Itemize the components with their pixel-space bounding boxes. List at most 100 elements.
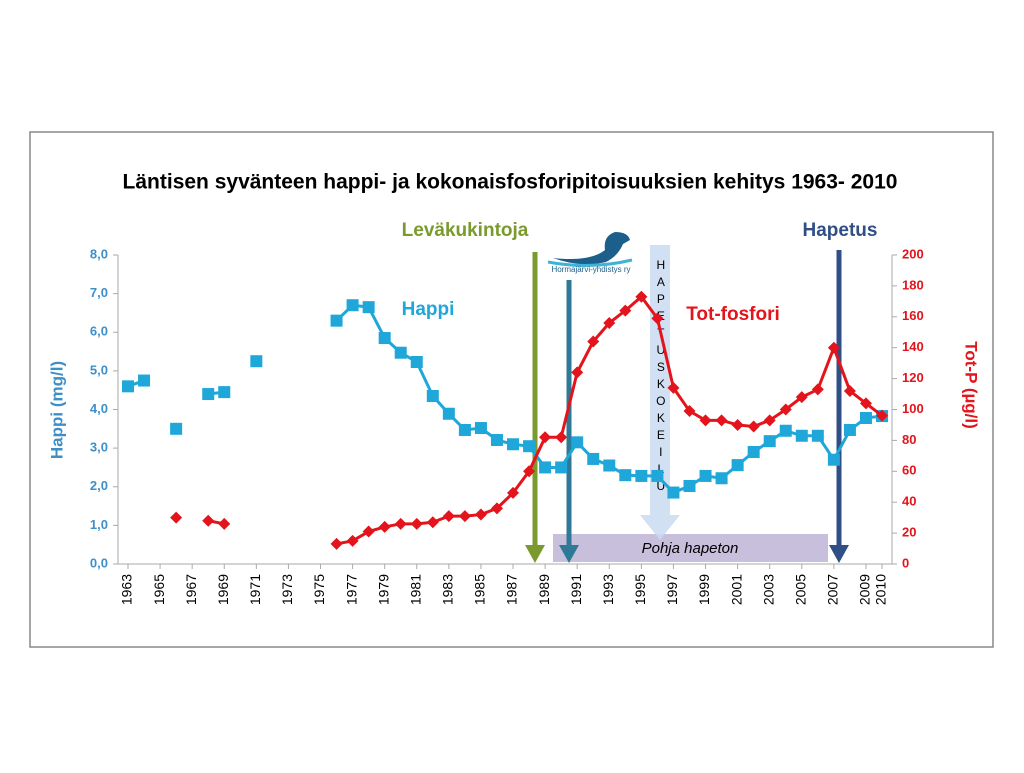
y2-tick-label: 80 xyxy=(902,432,916,447)
y-axis-title: Happi (mg/l) xyxy=(47,361,66,459)
y-tick-label: 5,0 xyxy=(90,362,108,377)
logo-bird xyxy=(553,232,630,265)
y2-tick-label: 200 xyxy=(902,246,924,261)
point xyxy=(715,472,728,485)
point xyxy=(426,516,439,529)
point xyxy=(539,461,552,474)
oxygenation-label: Hapetus xyxy=(803,220,878,241)
point xyxy=(474,422,487,435)
y2-tick-label: 60 xyxy=(902,463,916,478)
x-tick-label: 1967 xyxy=(183,574,199,605)
point xyxy=(138,374,151,387)
point xyxy=(490,502,503,515)
point xyxy=(523,465,536,478)
point xyxy=(843,423,856,436)
y-tick-label: 0,0 xyxy=(90,555,108,570)
x-tick-label: 1965 xyxy=(151,574,167,605)
point xyxy=(218,517,231,530)
logo-water xyxy=(547,258,633,268)
point xyxy=(394,346,407,359)
x-tick-label: 1993 xyxy=(600,574,616,605)
bloom-arrow-head xyxy=(525,545,545,563)
y2-tick-label: 100 xyxy=(902,401,924,416)
point xyxy=(330,314,343,327)
y2-tick-label: 40 xyxy=(902,494,916,509)
point xyxy=(859,397,872,410)
point xyxy=(683,479,696,492)
x-tick-label: 2005 xyxy=(792,574,808,605)
point xyxy=(699,469,712,482)
series-label: Tot-fosfori xyxy=(686,304,780,325)
x-tick-label: 1973 xyxy=(279,574,295,605)
point xyxy=(635,469,648,482)
point xyxy=(811,429,824,442)
bloom-label: Leväkukintoja xyxy=(402,220,529,241)
x-tick-label: 1991 xyxy=(568,574,584,605)
point xyxy=(651,312,664,325)
x-tick-label: 1987 xyxy=(504,574,520,605)
trial-label: HAPETUSKOKEILU xyxy=(654,258,668,496)
point xyxy=(667,486,680,499)
point xyxy=(779,403,792,416)
point xyxy=(474,508,487,521)
x-tick-label: 1979 xyxy=(375,574,391,605)
series-label: Happi xyxy=(402,299,455,320)
point xyxy=(635,290,648,303)
y2-tick-label: 160 xyxy=(902,308,924,323)
point xyxy=(507,486,520,499)
y-tick-label: 6,0 xyxy=(90,324,108,339)
x-tick-label: 2003 xyxy=(760,574,776,605)
point xyxy=(426,389,439,402)
point xyxy=(362,301,375,314)
anoxic-bar xyxy=(553,534,828,562)
point xyxy=(603,316,616,329)
point xyxy=(747,420,760,433)
y-tick-label: 3,0 xyxy=(90,440,108,455)
point xyxy=(571,366,584,379)
point xyxy=(587,335,600,348)
point xyxy=(651,469,664,482)
point xyxy=(490,434,503,447)
point xyxy=(442,407,455,420)
x-tick-label: 1981 xyxy=(407,574,423,605)
point xyxy=(587,452,600,465)
x-tick-label: 1985 xyxy=(472,574,488,605)
point xyxy=(699,414,712,427)
y2-tick-label: 180 xyxy=(902,277,924,292)
point xyxy=(410,355,423,368)
point xyxy=(619,304,632,317)
point xyxy=(362,525,375,538)
x-tick-label: 2007 xyxy=(825,574,841,605)
y-tick-label: 2,0 xyxy=(90,478,108,493)
x-tick-label: 2010 xyxy=(873,574,889,605)
point xyxy=(122,380,134,393)
point xyxy=(202,388,215,401)
point xyxy=(731,459,744,472)
point xyxy=(378,520,391,533)
trial-arrow xyxy=(640,245,680,540)
x-tick-label: 1977 xyxy=(343,574,359,605)
x-tick-label: 1971 xyxy=(247,574,263,605)
point xyxy=(827,341,840,354)
point xyxy=(603,459,616,472)
point xyxy=(619,469,632,482)
x-tick-label: 2001 xyxy=(728,574,744,605)
point xyxy=(811,383,824,396)
point xyxy=(539,431,552,444)
oxygenation-arrow-head xyxy=(829,545,849,563)
y2-tick-label: 0 xyxy=(902,555,909,570)
point xyxy=(843,384,856,397)
point xyxy=(458,510,471,523)
point xyxy=(795,429,808,442)
point xyxy=(458,423,471,436)
point xyxy=(779,424,792,437)
point xyxy=(346,299,359,312)
y2-tick-label: 120 xyxy=(902,370,924,385)
x-tick-label: 1999 xyxy=(696,574,712,605)
point xyxy=(731,418,744,431)
point xyxy=(378,332,391,345)
point xyxy=(330,537,343,550)
y-tick-label: 8,0 xyxy=(90,246,108,261)
